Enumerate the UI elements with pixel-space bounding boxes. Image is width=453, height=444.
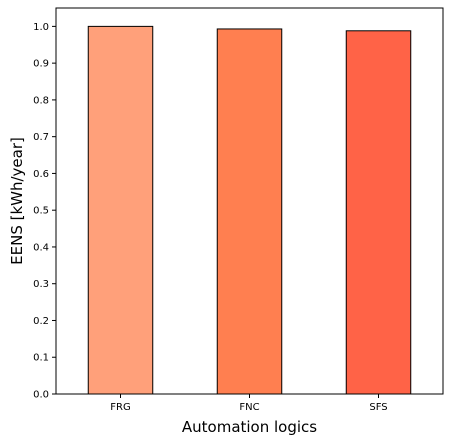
x-tick-label: SFS (369, 402, 387, 413)
y-tick-label: 0.1 (33, 353, 49, 364)
y-tick-label: 0.8 (33, 95, 49, 106)
y-tick-label: 0.3 (33, 279, 49, 290)
y-tick-label: 0.4 (33, 242, 49, 253)
plot-frame (55, 7, 444, 395)
x-axis-label: Automation logics (182, 418, 317, 436)
y-axis-label: EENS [kWh/year] (8, 137, 26, 265)
y-tick-label: 0.0 (33, 390, 49, 401)
y-tick-label: 0.6 (33, 169, 49, 180)
y-tick-label: 0.7 (33, 132, 49, 143)
x-tick-label: FNC (239, 402, 259, 413)
y-tick-label: 1.0 (33, 22, 49, 33)
x-tick-label: FRG (110, 402, 130, 413)
bar-fnc (216, 28, 283, 395)
bar-sfs (345, 30, 412, 395)
y-tick-label: 0.9 (33, 59, 49, 70)
y-tick-label: 0.2 (33, 316, 49, 327)
y-tick-label: 0.5 (33, 206, 49, 217)
bar-frg (87, 25, 154, 395)
